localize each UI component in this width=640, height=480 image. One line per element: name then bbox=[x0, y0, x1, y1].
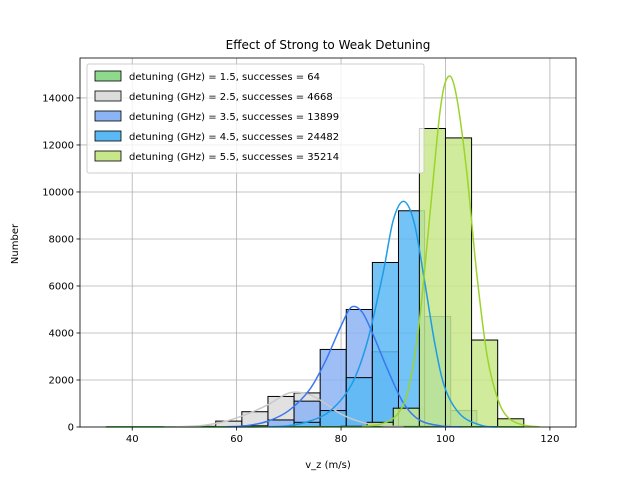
legend-entry: detuning (GHz) = 3.5, successes = 13899 bbox=[129, 112, 339, 123]
kde-curve-series-3 bbox=[226, 305, 462, 428]
legend-swatch bbox=[94, 110, 122, 122]
chart-title: Effect of Strong to Weak Detuning bbox=[226, 38, 431, 52]
y-tick-label: 0 bbox=[68, 423, 74, 434]
y-tick-label: 6000 bbox=[49, 281, 74, 292]
legend-entry: detuning (GHz) = 1.5, successes = 64 bbox=[129, 72, 320, 83]
legend-entry: detuning (GHz) = 5.5, successes = 35214 bbox=[129, 152, 339, 163]
y-tick-label: 14000 bbox=[42, 93, 74, 104]
y-tick-label: 8000 bbox=[49, 234, 74, 245]
x-axis-ticks: 40 60 80 100 120 bbox=[126, 427, 559, 445]
kde-curve-series-2 bbox=[163, 391, 404, 428]
x-axis-label: v_z (m/s) bbox=[305, 460, 351, 471]
y-tick-label: 2000 bbox=[49, 375, 74, 386]
histogram-bar-series-5 bbox=[444, 137, 473, 428]
x-tick-label: 40 bbox=[126, 434, 139, 445]
legend: detuning (GHz) = 1.5, successes = 64 detu… bbox=[86, 63, 425, 174]
legend-box bbox=[86, 63, 425, 174]
kde-curve-series-4 bbox=[267, 200, 498, 428]
legend-swatch bbox=[94, 70, 122, 82]
y-tick-label: 4000 bbox=[49, 328, 74, 339]
legend-swatch bbox=[94, 90, 122, 102]
legend-swatch bbox=[94, 150, 122, 162]
histogram-bar-series-4 bbox=[371, 261, 399, 428]
plot-frame bbox=[79, 57, 577, 428]
histogram-bar-series-4 bbox=[319, 410, 347, 428]
axes-frame bbox=[79, 57, 577, 428]
y-tick-label: 12000 bbox=[42, 140, 74, 151]
legend-entry: detuning (GHz) = 2.5, successes = 4668 bbox=[129, 92, 333, 103]
legend-swatch bbox=[94, 130, 122, 142]
x-tick-label: 100 bbox=[436, 434, 455, 445]
x-tick-label: 80 bbox=[335, 434, 348, 445]
y-axis-ticks: 0 2000 4000 6000 8000 10000 12000 14000 bbox=[42, 93, 80, 434]
y-tick-label: 10000 bbox=[42, 187, 74, 198]
kde-curve-series-5 bbox=[361, 75, 540, 428]
x-tick-label: 120 bbox=[540, 434, 559, 445]
y-axis-label: Number bbox=[10, 223, 21, 264]
histogram-bar-series-4 bbox=[345, 377, 373, 428]
legend-entry: detuning (GHz) = 4.5, successes = 24482 bbox=[129, 132, 339, 143]
x-tick-label: 60 bbox=[230, 434, 243, 445]
